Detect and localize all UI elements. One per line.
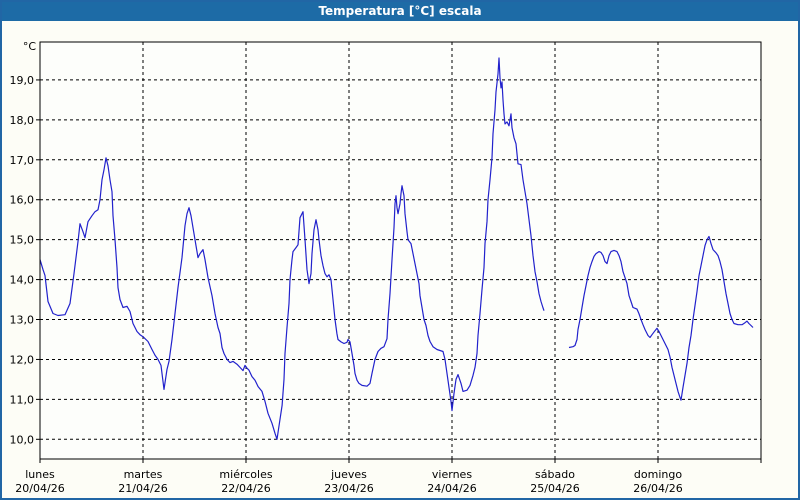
x-day-name-label: viernes [432, 468, 472, 481]
y-tick-label: 13,0 [10, 314, 35, 327]
x-day-date-label: 24/04/26 [427, 482, 476, 495]
y-tick-label: 17,0 [10, 154, 35, 167]
x-day-name-label: jueves [330, 468, 367, 481]
y-tick-label: 10,0 [10, 433, 35, 446]
x-day-date-label: 25/04/26 [530, 482, 579, 495]
x-day-name-label: lunes [25, 468, 55, 481]
temperature-line [39, 57, 545, 440]
temperature-line [568, 235, 754, 401]
x-day-date-label: 23/04/26 [324, 482, 373, 495]
y-tick-label: 12,0 [10, 353, 35, 366]
x-day-name-label: domingo [634, 468, 682, 481]
window-titlebar[interactable]: Temperatura [°C] escala [2, 2, 798, 21]
x-day-date-label: 22/04/26 [221, 482, 270, 495]
y-tick-label: 11,0 [10, 393, 35, 406]
x-day-date-label: 21/04/26 [118, 482, 167, 495]
y-tick-label: 14,0 [10, 274, 35, 287]
y-tick-label: 16,0 [10, 194, 35, 207]
plot-area [40, 42, 761, 459]
y-tick-label: 19,0 [10, 74, 35, 87]
x-day-date-label: 20/04/26 [15, 482, 64, 495]
x-day-date-label: 26/04/26 [633, 482, 682, 495]
y-tick-label: 18,0 [10, 114, 35, 127]
x-day-name-label: sábado [535, 468, 575, 481]
window-title: Temperatura [°C] escala [318, 4, 482, 18]
x-day-name-label: martes [124, 468, 163, 481]
y-axis-unit-label: °C [23, 40, 37, 53]
y-tick-label: 15,0 [10, 234, 35, 247]
x-day-name-label: miércoles [219, 468, 272, 481]
plot-border [39, 41, 762, 460]
